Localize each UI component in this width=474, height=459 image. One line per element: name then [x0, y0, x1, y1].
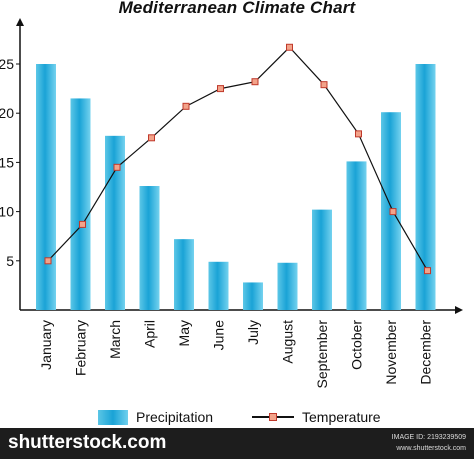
- temperature-point: [286, 43, 293, 51]
- footer-site: www.shutterstock.com: [396, 445, 466, 452]
- x-tick-label: November: [383, 320, 399, 385]
- temperature-point: [182, 102, 190, 110]
- footer-brand: shutterstock.com: [8, 432, 167, 453]
- y-tick-label: 25: [0, 56, 14, 72]
- x-tick-label: August: [280, 320, 296, 364]
- y-tick-label: 20: [0, 105, 14, 121]
- temperature-point: [251, 78, 259, 86]
- x-tick-label: March: [107, 320, 123, 359]
- footer-bar: shutterstock.com IMAGE ID: 2193239509 ww…: [0, 428, 474, 459]
- x-tick-label: September: [314, 320, 330, 389]
- precipitation-bar: [312, 209, 332, 310]
- precipitation-bar: [36, 64, 56, 310]
- x-tick-label: April: [142, 320, 158, 348]
- precipitation-bar: [346, 161, 367, 310]
- x-axis-arrow: [455, 306, 463, 314]
- y-tick-label: 10: [0, 204, 14, 220]
- y-tick-label: 15: [0, 154, 14, 170]
- precipitation-bar: [139, 186, 160, 310]
- temperature-point: [424, 267, 431, 275]
- x-tick-label: July: [245, 320, 261, 345]
- x-tick-label: May: [176, 320, 192, 346]
- x-tick-label: June: [211, 320, 227, 351]
- legend-precipitation-label: Precipitation: [136, 409, 214, 425]
- legend-item-temperature: Temperature: [252, 409, 381, 425]
- legend: Precipitation Temperature: [0, 409, 474, 429]
- precipitation-bar: [277, 262, 298, 310]
- y-axis-arrow: [16, 18, 24, 26]
- temperature-point: [320, 81, 328, 89]
- temperature-point: [148, 134, 155, 142]
- x-tick-label: January: [38, 320, 54, 370]
- precipitation-bar: [415, 64, 436, 310]
- temperature-swatch: [252, 409, 294, 425]
- precipitation-bar: [70, 98, 91, 310]
- precipitation-bar: [174, 239, 194, 310]
- chart-title: Mediterranean Climate Chart: [118, 0, 356, 17]
- legend-item-precipitation: Precipitation: [98, 409, 213, 425]
- temperature-point: [389, 208, 397, 216]
- y-tick-label: 5: [6, 253, 14, 269]
- temperature-point: [44, 257, 52, 265]
- precipitation-bar: [105, 135, 125, 310]
- temperature-point: [113, 163, 121, 171]
- precipitation-bar: [243, 282, 263, 310]
- x-tick-label: October: [349, 320, 365, 370]
- temperature-point: [217, 85, 224, 93]
- temperature-point: [79, 220, 86, 228]
- precipitation-swatch: [98, 409, 128, 425]
- temperature-point: [355, 130, 362, 138]
- x-tick-label: February: [73, 320, 89, 376]
- precipitation-bar: [208, 261, 229, 310]
- footer-image-id: IMAGE ID: 2193239509: [391, 434, 466, 441]
- footer-meta: IMAGE ID: 2193239509 www.shutterstock.co…: [392, 432, 466, 454]
- legend-temperature-label: Temperature: [302, 409, 381, 425]
- x-tick-label: December: [418, 320, 434, 385]
- temperature-line: [47, 46, 429, 271]
